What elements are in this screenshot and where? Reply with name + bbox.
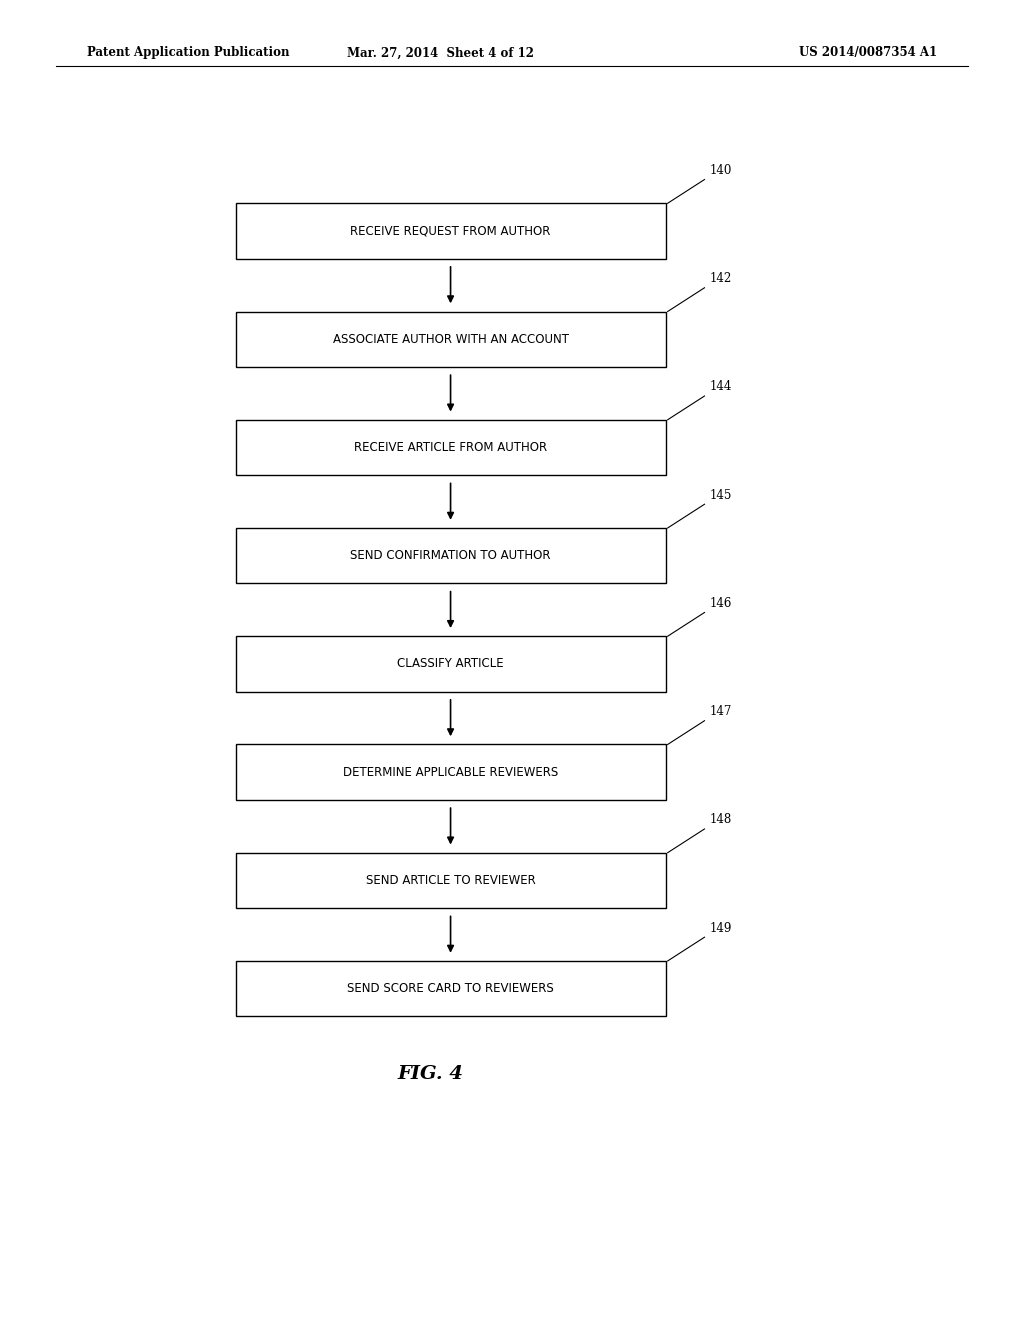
Bar: [236, 961, 666, 1016]
Bar: [236, 636, 666, 692]
Text: Patent Application Publication: Patent Application Publication: [87, 46, 290, 59]
Bar: [236, 744, 666, 800]
Bar: [236, 420, 666, 475]
Text: RECEIVE ARTICLE FROM AUTHOR: RECEIVE ARTICLE FROM AUTHOR: [354, 441, 547, 454]
Text: 146: 146: [710, 597, 732, 610]
Text: 147: 147: [710, 705, 732, 718]
Text: FIG. 4: FIG. 4: [397, 1065, 463, 1084]
Bar: [236, 203, 666, 259]
Text: 142: 142: [710, 272, 732, 285]
Text: Mar. 27, 2014  Sheet 4 of 12: Mar. 27, 2014 Sheet 4 of 12: [347, 46, 534, 59]
Text: CLASSIFY ARTICLE: CLASSIFY ARTICLE: [397, 657, 504, 671]
Text: RECEIVE REQUEST FROM AUTHOR: RECEIVE REQUEST FROM AUTHOR: [350, 224, 551, 238]
Text: SEND ARTICLE TO REVIEWER: SEND ARTICLE TO REVIEWER: [366, 874, 536, 887]
Text: 145: 145: [710, 488, 732, 502]
Text: SEND CONFIRMATION TO AUTHOR: SEND CONFIRMATION TO AUTHOR: [350, 549, 551, 562]
Text: 144: 144: [710, 380, 732, 393]
Text: ASSOCIATE AUTHOR WITH AN ACCOUNT: ASSOCIATE AUTHOR WITH AN ACCOUNT: [333, 333, 568, 346]
Bar: [236, 528, 666, 583]
Text: US 2014/0087354 A1: US 2014/0087354 A1: [799, 46, 937, 59]
Text: 140: 140: [710, 164, 732, 177]
Text: 148: 148: [710, 813, 732, 826]
Text: SEND SCORE CARD TO REVIEWERS: SEND SCORE CARD TO REVIEWERS: [347, 982, 554, 995]
Text: 149: 149: [710, 921, 732, 935]
Bar: [236, 853, 666, 908]
Text: DETERMINE APPLICABLE REVIEWERS: DETERMINE APPLICABLE REVIEWERS: [343, 766, 558, 779]
Bar: [236, 312, 666, 367]
